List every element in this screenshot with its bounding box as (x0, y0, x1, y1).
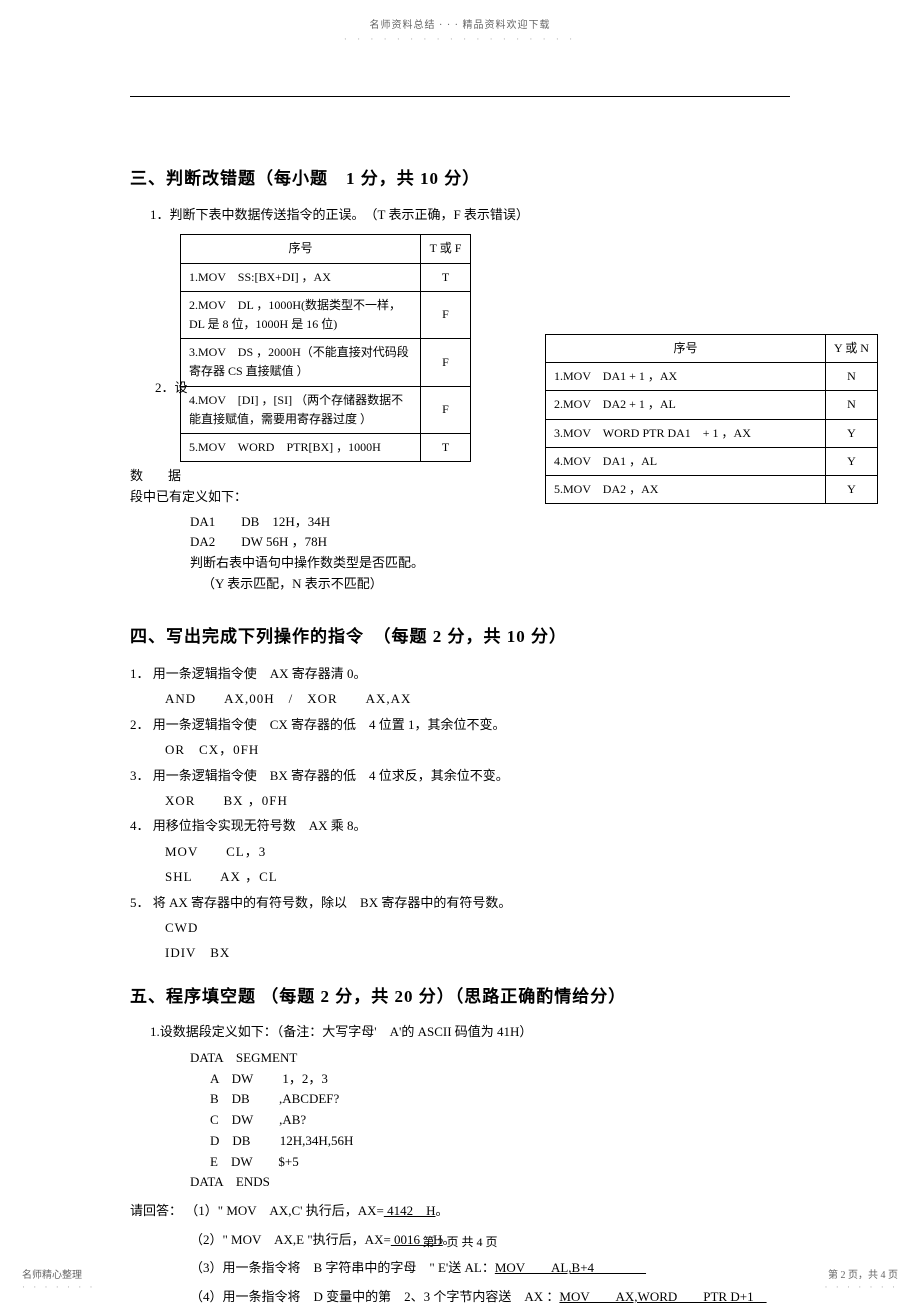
table-row: 1.MOV DA1 + 1 ，AX (546, 363, 826, 391)
footer-center: 第 2 页 共 4 页 (0, 1233, 920, 1252)
q4-1a: AND AX,00H / XOR AX,AX (165, 687, 790, 710)
q4-4a: MOV CL，3 (165, 840, 790, 863)
table-row: 3.MOV WORD PTR DA1 + 1 ，AX (546, 419, 826, 447)
header-note: 名师资料总结 · · · 精品资料欢迎下载 (0, 0, 920, 34)
ans4-u: MOV AX,WORD PTR D+1 (559, 1289, 766, 1304)
def-a: A DW 1，2，3 (210, 1069, 790, 1090)
table2: 序号 Y 或 N 1.MOV DA1 + 1 ，AXN 2.MOV DA2 + … (545, 334, 878, 504)
seg-start: DATA SEGMENT (190, 1048, 790, 1069)
da1: DA1 DB 12H，34H (190, 512, 790, 533)
q4-5a2: IDIV BX (165, 941, 790, 964)
table-row: F (421, 339, 471, 386)
q1-intro: 1．判断下表中数据传送指令的正误。 （T 表示正确，F 表示错误） (150, 205, 790, 226)
table-row: 2.MOV DA2 + 1 ，AL (546, 391, 826, 419)
table-row: F (421, 291, 471, 338)
section3-title: 三、判断改错题（每小题 1 分，共 10 分） (130, 165, 790, 192)
judge-text: 判断右表中语句中操作数类型是否匹配。 (190, 553, 790, 574)
def-d: D DB 12H,34H,56H (210, 1131, 790, 1152)
q4-4a2: SHL AX ，CL (165, 865, 790, 888)
table-row: N (826, 363, 878, 391)
seg-end: DATA ENDS (190, 1172, 790, 1193)
q4-1: 1． 用一条逻辑指令使 AX 寄存器清 0。 (130, 662, 790, 685)
table1-head-seq: 序号 (181, 235, 421, 263)
q2-line-a: 数 据 (130, 468, 187, 483)
s5-intro: 1.设数据段定义如下：（备注：大写字母' A'的 ASCII 码值为 41H） (150, 1022, 790, 1043)
table2-head-yn: Y 或 N (826, 335, 878, 363)
header-dots: · · · · · · · · · · · · · · · · · · (0, 32, 920, 46)
ans3-u: MOV AL,B+4 (495, 1260, 646, 1275)
section4-title: 四、写出完成下列操作的指令 （每题 2 分，共 10 分） (130, 623, 790, 650)
q4-5: 5． 将 AX 寄存器中的有符号数，除以 BX 寄存器中的有符号数。 (130, 891, 790, 914)
table1-head-tf: T 或 F (421, 235, 471, 263)
q4-4: 4． 用移位指令实现无符号数 AX 乘 8。 (130, 814, 790, 837)
def-e: E DW $+5 (210, 1152, 790, 1173)
da2: DA2 DW 56H ，78H (190, 532, 790, 553)
def-b: B DB ,ABCDEF? (210, 1089, 790, 1110)
ans1-pre: （1）" MOV AX,C' 执行后，AX= (185, 1203, 384, 1218)
table-row: Y (826, 447, 878, 475)
table-row: F (421, 386, 471, 433)
q4-2a: OR CX，0FH (165, 738, 790, 761)
table-row: 4.MOV DA1 ，AL (546, 447, 826, 475)
q4-5a: CWD (165, 916, 790, 939)
q4-2: 2． 用一条逻辑指令使 CX 寄存器的低 4 位置 1，其余位不变。 (130, 713, 790, 736)
table2-head-seq: 序号 (546, 335, 826, 363)
top-rule (130, 96, 790, 97)
table-row: 5.MOV WORD PTR[BX] ，1000H (181, 433, 421, 461)
ans1-post: 。 (435, 1203, 448, 1218)
footer-left-dots: · · · · · · · (22, 1280, 95, 1294)
table1: 序号 T 或 F 1.MOV SS:[BX+DI] ，AXT 2.MOV DL … (180, 234, 471, 462)
table-row: 3.MOV DS ，2000H（不能直接对代码段寄存器 CS 直接赋值 ） (181, 339, 421, 386)
table-row: 2.MOV DL ，1000H(数据类型不一样，DL 是 8 位，1000H 是… (181, 291, 421, 338)
q2-prefix: 2．设 (155, 378, 188, 399)
table-row: 1.MOV SS:[BX+DI] ，AX (181, 263, 421, 291)
q4-3: 3． 用一条逻辑指令使 BX 寄存器的低 4 位求反，其余位不变。 (130, 764, 790, 787)
ans1-u: 4142 H (384, 1203, 436, 1218)
table-row: Y (826, 419, 878, 447)
legend-text: （Y 表示匹配，N 表示不匹配） (202, 574, 790, 595)
table-row: 4.MOV [DI] ，[SI] （两个存储器数据不能直接赋值，需要用寄存器过度… (181, 386, 421, 433)
q4-3a: XOR BX ，0FH (165, 789, 790, 812)
answers-label: 请回答： (130, 1203, 182, 1218)
table-row: Y (826, 475, 878, 503)
section5-title: 五、程序填空题 （每题 2 分，共 20 分）（思路正确酌情给分） (130, 983, 790, 1010)
table-row: 5.MOV DA2 ，AX (546, 475, 826, 503)
table-row: T (421, 263, 471, 291)
table-row: T (421, 433, 471, 461)
table-row: N (826, 391, 878, 419)
def-c: C DW ,AB? (210, 1110, 790, 1131)
ans3-pre: （3）用一条指令将 B 字符串中的字母 " E'送 AL： (190, 1260, 495, 1275)
ans4-pre: （4）用一条指令将 D 变量中的第 2、3 个字节内容送 AX ： (190, 1289, 559, 1304)
footer-right-dots: · · · · · · · (825, 1280, 898, 1294)
